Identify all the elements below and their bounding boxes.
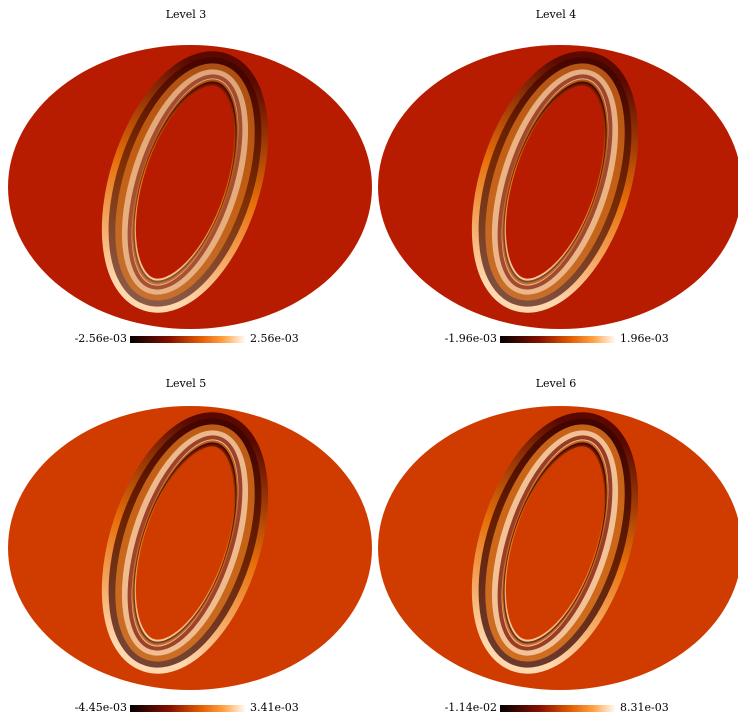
map-panel: Level 5 -4.45e-03 3.41e-03 [8, 377, 372, 714]
colorbar-min: -4.45e-03 [75, 701, 127, 714]
ring [497, 435, 613, 651]
panel-title: Level 6 [536, 377, 577, 390]
map-panel: Level 4 -1.96e-03 1.96e-03 [378, 8, 738, 345]
colorbar-max: 2.56e-03 [250, 332, 299, 345]
feature [101, 412, 269, 674]
map-panel: Level 3 -2.56e-03 2.56e-03 [8, 8, 372, 345]
colorbar-max: 3.41e-03 [250, 701, 299, 714]
ring [497, 74, 613, 290]
sky-map [8, 406, 372, 690]
colorbar-min: -2.56e-03 [75, 332, 127, 345]
colorbar [130, 336, 246, 343]
feature [471, 51, 639, 313]
sky-map [8, 45, 372, 329]
sky-map [378, 406, 738, 690]
colorbar-min: -1.14e-02 [445, 701, 497, 714]
colorbar [500, 705, 616, 712]
colorbar [500, 336, 616, 343]
panel-title: Level 3 [166, 8, 207, 21]
colorbar-max: 1.96e-03 [620, 332, 669, 345]
colorbar-min: -1.96e-03 [445, 332, 497, 345]
ring [127, 435, 243, 651]
colorbar-max: 8.31e-03 [620, 701, 669, 714]
feature [101, 51, 269, 313]
ring [491, 69, 619, 295]
sky-map [378, 45, 738, 329]
ring [127, 74, 243, 290]
panel-title: Level 4 [536, 8, 577, 21]
map-panel: Level 6 -1.14e-02 8.31e-03 [378, 377, 738, 714]
colorbar [130, 705, 246, 712]
panel-title: Level 5 [166, 377, 207, 390]
feature [471, 412, 639, 674]
